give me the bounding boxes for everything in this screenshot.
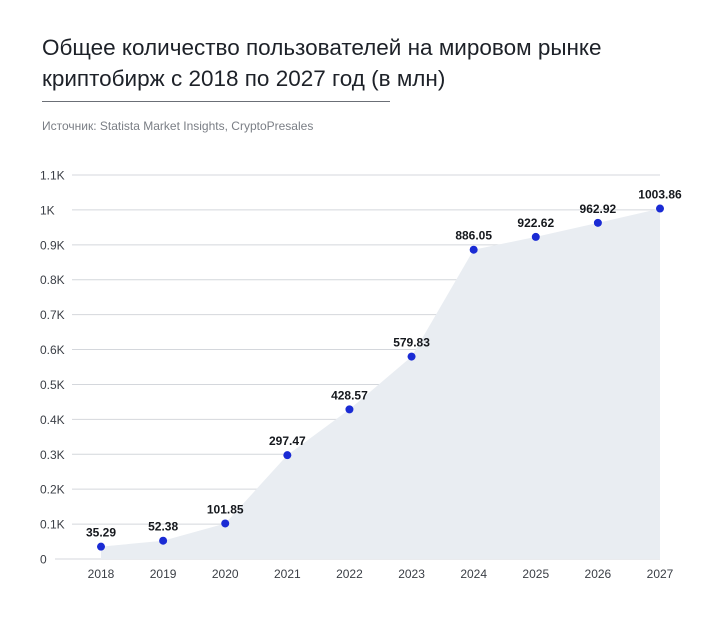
title-divider — [42, 101, 390, 102]
source-note: Источник: Statista Market Insights, Cryp… — [42, 119, 314, 133]
chart-title: Общее количество пользователей на мирово… — [42, 35, 602, 91]
y-tick-label: 0.3K — [40, 448, 65, 462]
y-tick-label: 0.9K — [40, 238, 65, 252]
data-point — [97, 542, 105, 551]
y-tick-label: 0.2K — [40, 483, 65, 497]
data-point — [345, 405, 354, 414]
data-label: 962.92 — [580, 202, 617, 216]
data-point — [469, 245, 478, 254]
x-tick-label: 2019 — [150, 567, 177, 581]
x-tick-label: 2025 — [522, 567, 549, 581]
data-label: 297.47 — [269, 434, 306, 448]
data-point — [593, 218, 602, 227]
data-label: 579.83 — [393, 336, 430, 350]
data-label: 101.85 — [207, 502, 244, 516]
y-tick-label: 0 — [40, 553, 47, 567]
data-label: 428.57 — [331, 388, 368, 402]
area-fill — [101, 208, 660, 560]
y-tick-label: 1.1K — [40, 169, 65, 183]
data-label: 1003.86 — [638, 188, 682, 202]
data-label: 886.05 — [455, 229, 492, 243]
data-point — [531, 232, 540, 241]
y-tick-label: 1K — [40, 203, 55, 217]
data-label: 35.29 — [86, 526, 116, 540]
data-point — [221, 519, 230, 528]
data-point — [159, 536, 168, 545]
data-label: 922.62 — [517, 216, 554, 230]
x-tick-label: 2018 — [88, 567, 115, 581]
x-tick-label: 2026 — [585, 567, 612, 581]
x-tick-label: 2023 — [398, 567, 425, 581]
data-point — [656, 204, 664, 213]
data-point — [283, 451, 292, 460]
data-label: 52.38 — [148, 520, 178, 534]
data-point — [407, 352, 416, 361]
x-tick-label: 2022 — [336, 567, 363, 581]
x-tick-label: 2027 — [647, 567, 674, 581]
y-tick-label: 0.7K — [40, 308, 65, 322]
x-tick-label: 2024 — [460, 567, 487, 581]
x-tick-label: 2020 — [212, 567, 239, 581]
y-tick-label: 0.1K — [40, 518, 65, 532]
y-tick-label: 0.8K — [40, 273, 65, 287]
y-tick-label: 0.4K — [40, 413, 65, 427]
y-tick-label: 0.6K — [40, 343, 65, 357]
y-tick-label: 0.5K — [40, 378, 65, 392]
x-tick-label: 2021 — [274, 567, 301, 581]
